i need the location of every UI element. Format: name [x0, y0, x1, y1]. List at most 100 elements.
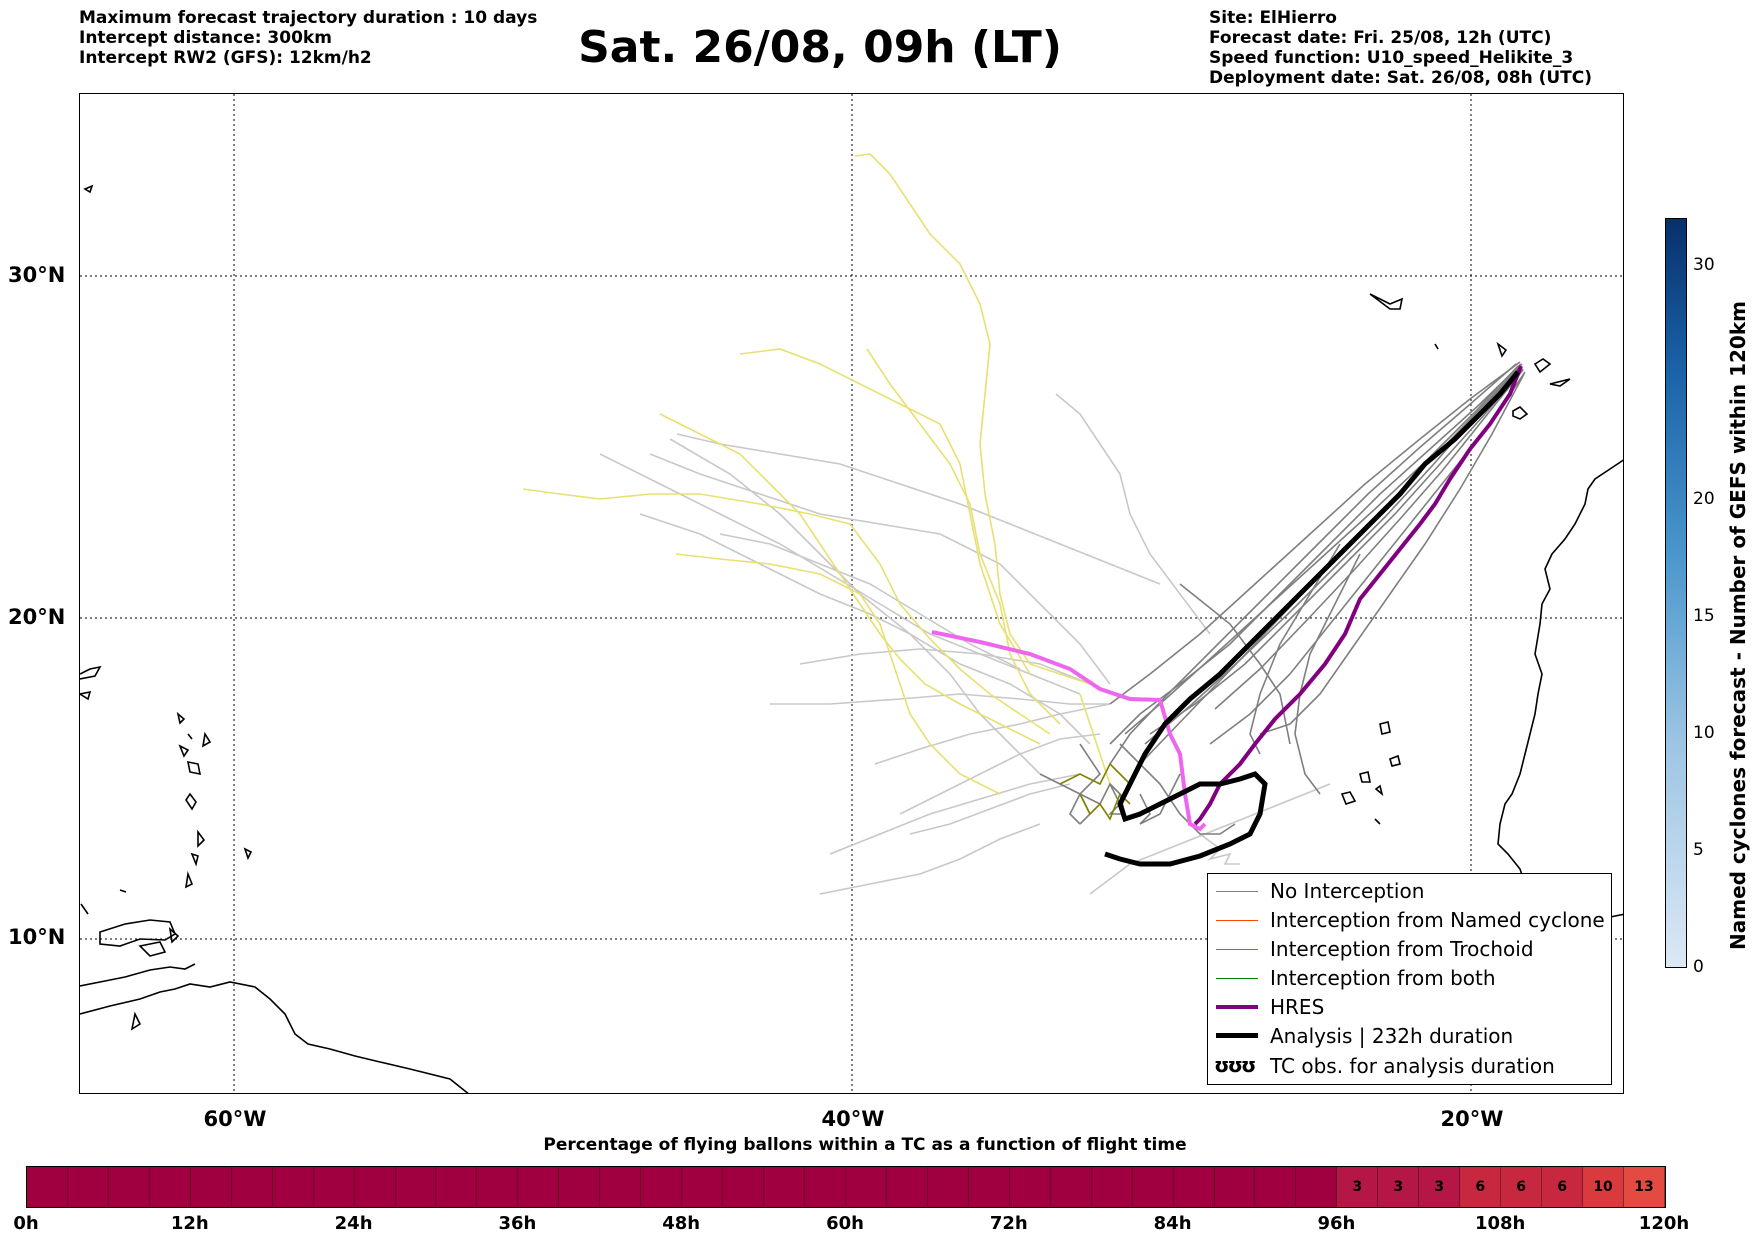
legend-label: No Interception — [1270, 879, 1425, 903]
colorbar — [1665, 218, 1687, 968]
hres-pink-track — [931, 630, 1207, 832]
legend-label: Interception from Trochoid — [1270, 937, 1534, 961]
timebar-segment — [150, 1167, 191, 1207]
timebar-segment — [396, 1167, 437, 1207]
page-title: Sat. 26/08, 09h (LT) — [578, 22, 1062, 73]
timebar-segment — [723, 1167, 765, 1207]
timebar-segment: 3 — [1337, 1167, 1379, 1207]
header-left: Maximum forecast trajectory duration : 1… — [79, 8, 537, 68]
header-line: Maximum forecast trajectory duration : 1… — [79, 8, 538, 28]
timebar-segment — [191, 1167, 232, 1207]
colorbar-tick: 15 — [1693, 606, 1715, 626]
no-interception-tracks — [1039, 361, 1526, 835]
legend-swatch — [1216, 1033, 1258, 1038]
map-grid — [80, 94, 1623, 1093]
timebar-tick-label: 0h — [13, 1213, 39, 1234]
legend-swatch — [1216, 891, 1258, 892]
colorbar-tick: 10 — [1693, 723, 1715, 743]
colorbar-tick: 20 — [1693, 489, 1715, 509]
timebar-segment: 13 — [1624, 1167, 1665, 1207]
legend-swatch — [1216, 920, 1258, 921]
header-line: Site: ElHierro — [1209, 8, 1337, 28]
timebar-segment — [969, 1167, 1010, 1207]
legend-item-no-interception: No Interception — [1208, 877, 1611, 906]
timebar-segment: 6 — [1542, 1167, 1584, 1207]
timebar-segment — [764, 1167, 806, 1207]
timebar-tick-label: 48h — [662, 1213, 701, 1234]
map-canvas — [80, 94, 1623, 1093]
timebar-segment — [1051, 1167, 1092, 1207]
timebar-segment: 10 — [1583, 1167, 1625, 1207]
lat-label-20n: 20°N — [8, 605, 66, 629]
colorbar-tick: 5 — [1693, 840, 1704, 860]
header-right: Site: ElHierro Forecast date: Fri. 25/08… — [1209, 8, 1592, 88]
legend-label: TC obs. for analysis duration — [1270, 1054, 1555, 1078]
timebar-tick-label: 60h — [826, 1213, 864, 1234]
legend-item-named-cyclone: Interception from Named cyclone — [1208, 906, 1611, 935]
colorbar-tick: 0 — [1693, 957, 1704, 977]
timebar-tick-label: 96h — [1317, 1213, 1356, 1234]
timebar-segment — [314, 1167, 355, 1207]
legend-item-tc-obs: ʊʊʊ TC obs. for analysis duration — [1208, 1052, 1611, 1081]
timebar-segment — [1010, 1167, 1051, 1207]
timebar-segment — [109, 1167, 150, 1207]
colorbar-tick: 30 — [1693, 255, 1715, 275]
legend-label: Analysis | 232h duration — [1270, 1024, 1514, 1048]
timebar-segment — [232, 1167, 273, 1207]
timebar-segment — [1215, 1167, 1256, 1207]
legend-swatch — [1216, 978, 1258, 979]
lon-label-40w: 40°W — [821, 1107, 885, 1131]
header-line: Forecast date: Fri. 25/08, 12h (UTC) — [1209, 28, 1552, 48]
timebar-segment — [1256, 1167, 1297, 1207]
legend-label: Interception from both — [1270, 966, 1496, 990]
timebar-title: Percentage of flying ballons within a TC… — [543, 1135, 1187, 1155]
legend-item-hres: HRES — [1208, 993, 1611, 1022]
lat-label-10n: 10°N — [8, 925, 66, 949]
map-legend: No Interception Interception from Named … — [1207, 873, 1612, 1085]
tc-symbol-icon: ʊʊʊ — [1214, 1053, 1256, 1077]
colorbar-gradient — [1666, 219, 1686, 967]
timebar-segment — [27, 1167, 68, 1207]
ensemble-light-tracks — [599, 393, 1331, 895]
trochoid-tracks — [1059, 762, 1131, 821]
timebar-tick-label: 36h — [498, 1213, 537, 1234]
timebar-segment — [355, 1167, 396, 1207]
timebar-segment — [273, 1167, 314, 1207]
timebar-segment — [559, 1167, 601, 1207]
timebar-segment — [805, 1167, 846, 1207]
timebar-tick-label: 108h — [1474, 1213, 1526, 1234]
header-line: Intercept RW2 (GFS): 12km/h2 — [79, 48, 372, 68]
timebar-segment — [477, 1167, 519, 1207]
timebar-segment — [518, 1167, 560, 1207]
header-line: Intercept distance: 300km — [79, 28, 332, 48]
timebar-segment — [600, 1167, 642, 1207]
legend-swatch — [1216, 1005, 1258, 1009]
timebar-segment — [1174, 1167, 1215, 1207]
lat-label-30n: 30°N — [8, 263, 66, 287]
timebar-tick-label: 12h — [170, 1213, 209, 1234]
lon-label-60w: 60°W — [203, 1107, 267, 1131]
legend-item-both: Interception from both — [1208, 964, 1611, 993]
legend-label: HRES — [1270, 995, 1325, 1019]
timebar-tick-label: 24h — [334, 1213, 373, 1234]
legend-label: Interception from Named cyclone — [1270, 908, 1605, 932]
timebar-segment — [68, 1167, 109, 1207]
timebar-segment: 3 — [1419, 1167, 1461, 1207]
timebar-segment — [1133, 1167, 1174, 1207]
timebar-segment — [437, 1167, 478, 1207]
analysis-track — [1104, 370, 1520, 867]
timebar-segment: 3 — [1378, 1167, 1420, 1207]
timebar-tick-label: 72h — [989, 1213, 1028, 1234]
ensemble-yellow-tracks — [522, 153, 1121, 795]
header-line: Deployment date: Sat. 26/08, 08h (UTC) — [1209, 68, 1593, 88]
timebar: 3 3 3 6 6 6 10 13 — [26, 1166, 1666, 1208]
legend-item-analysis: Analysis | 232h duration — [1208, 1022, 1611, 1051]
timebar-tick-label: 120h — [1638, 1213, 1690, 1234]
header-line: Speed function: U10_speed_Helikite_3 — [1209, 48, 1574, 68]
timebar-segment: 6 — [1460, 1167, 1502, 1207]
legend-swatch — [1216, 949, 1258, 950]
timebar-segment — [846, 1167, 887, 1207]
timebar-segment — [887, 1167, 928, 1207]
timebar-segment — [928, 1167, 969, 1207]
timebar-segment: 6 — [1501, 1167, 1543, 1207]
